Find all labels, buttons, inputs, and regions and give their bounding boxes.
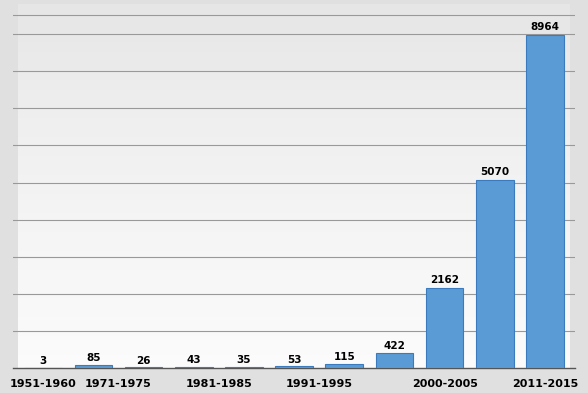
Text: 5070: 5070 (480, 167, 509, 177)
Text: 26: 26 (136, 356, 151, 365)
Text: 8964: 8964 (530, 22, 560, 32)
Bar (376, 353, 413, 368)
Text: 3: 3 (39, 356, 47, 366)
Bar (476, 180, 514, 368)
Bar (326, 364, 363, 368)
Bar (275, 366, 313, 368)
Bar (225, 367, 263, 368)
Text: 85: 85 (86, 353, 101, 364)
Bar (175, 367, 213, 368)
Text: 2162: 2162 (430, 275, 459, 285)
Bar (75, 365, 112, 368)
Text: 43: 43 (186, 355, 201, 365)
Bar (125, 367, 162, 368)
Text: 115: 115 (333, 352, 355, 362)
Text: 53: 53 (287, 354, 302, 365)
Text: 422: 422 (383, 341, 405, 351)
Text: 35: 35 (237, 355, 251, 365)
Bar (426, 288, 463, 368)
Bar (526, 35, 564, 368)
